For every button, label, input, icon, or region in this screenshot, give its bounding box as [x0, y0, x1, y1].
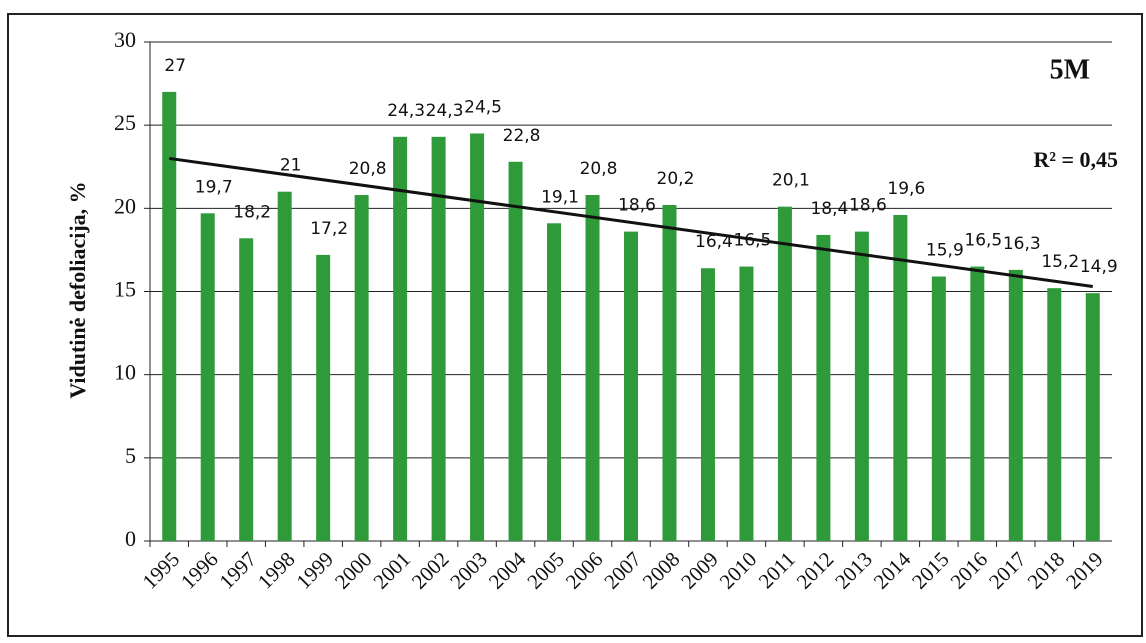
x-tick-label: 2014 [869, 547, 916, 594]
x-tick-label: 2012 [792, 547, 839, 594]
x-tick-label: 2008 [638, 547, 685, 594]
data-label: 20,1 [772, 171, 810, 191]
data-label: 20,8 [580, 159, 618, 179]
bar [970, 266, 985, 541]
x-tick-label: 2010 [715, 547, 762, 594]
bar [854, 231, 869, 541]
data-label: 18,6 [618, 196, 656, 216]
x-tick-label: 2004 [484, 547, 531, 594]
bar [354, 195, 369, 541]
bar [816, 234, 831, 542]
x-tick-label: 2000 [330, 547, 377, 594]
bar [739, 266, 754, 541]
y-tick-label: 30 [114, 27, 136, 52]
bar [1085, 293, 1100, 541]
bar [200, 213, 215, 541]
x-tick-label: 2003 [445, 547, 492, 594]
data-label: 20,2 [657, 169, 695, 189]
annotation: 5M [1050, 54, 1090, 85]
data-label: 22,8 [503, 126, 541, 146]
data-label: 15,2 [1041, 252, 1079, 272]
bar [1047, 288, 1062, 541]
data-label: 17,2 [310, 219, 348, 239]
data-label: 19,7 [195, 177, 233, 197]
y-tick-label: 10 [114, 360, 136, 385]
data-label: 24,5 [464, 97, 502, 117]
bar [893, 214, 908, 541]
x-tick-label: 2011 [754, 547, 800, 593]
bar [316, 254, 331, 541]
chart-frame [7, 13, 1143, 637]
bar [431, 136, 446, 541]
bar [700, 268, 715, 541]
data-label: 19,6 [887, 179, 925, 199]
annotation: R² = 0,45 [1033, 147, 1118, 172]
data-label: 16,5 [964, 231, 1002, 251]
bar [239, 238, 254, 542]
data-label: 16,3 [1003, 234, 1041, 254]
data-label: 15,9 [926, 241, 964, 261]
x-tick-label: 2002 [407, 547, 454, 594]
y-tick-label: 20 [114, 193, 136, 218]
bar [1008, 269, 1023, 541]
y-tick-label: 5 [125, 443, 136, 468]
data-label: 21 [280, 156, 302, 176]
x-tick-label: 1999 [291, 547, 338, 594]
bar [470, 133, 485, 541]
data-label: 14,9 [1080, 257, 1118, 277]
bar [777, 206, 792, 542]
x-tick-label: 2017 [984, 547, 1031, 594]
y-tick-label: 15 [114, 277, 136, 302]
x-tick-label: 2006 [561, 547, 608, 594]
x-tick-label: 2001 [368, 547, 415, 594]
data-label: 20,8 [349, 159, 387, 179]
x-tick-label: 2015 [907, 547, 954, 594]
bar [547, 223, 562, 541]
bar [931, 276, 946, 541]
x-tick-label: 1997 [214, 547, 261, 594]
y-tick-label: 25 [114, 110, 136, 135]
bar [277, 191, 292, 541]
data-label: 18,6 [849, 196, 887, 216]
x-tick-label: 2019 [1061, 547, 1108, 594]
bar [585, 195, 600, 541]
x-tick-label: 2007 [599, 547, 646, 594]
data-label: 19,1 [541, 187, 579, 207]
bar [162, 91, 177, 542]
x-tick-label: 1996 [176, 547, 223, 594]
bar [393, 136, 408, 541]
bar [624, 231, 638, 541]
bar [508, 161, 523, 541]
data-label: 27 [164, 56, 186, 76]
x-tick-label: 2009 [676, 547, 723, 594]
y-tick-label: 0 [125, 526, 136, 551]
bar [662, 205, 677, 542]
data-label: 18,4 [810, 199, 848, 219]
data-label: 18,2 [233, 202, 271, 222]
x-tick-label: 1998 [253, 547, 300, 594]
data-label: 16,4 [695, 232, 733, 252]
x-tick-label: 1995 [138, 547, 185, 594]
data-label: 24,3 [426, 101, 464, 121]
x-tick-label: 2018 [1023, 547, 1070, 594]
data-label: 24,3 [387, 101, 425, 121]
x-tick-label: 2013 [830, 547, 877, 594]
x-tick-label: 2016 [946, 547, 993, 594]
x-tick-label: 2005 [522, 547, 569, 594]
trendline [169, 156, 1093, 288]
y-axis-label: Vidutinė defoliacija, % [65, 181, 90, 398]
